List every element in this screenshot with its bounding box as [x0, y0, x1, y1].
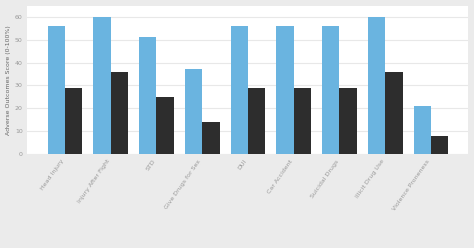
Bar	[339, 88, 357, 154]
Bar	[248, 88, 265, 154]
Bar	[65, 88, 82, 154]
Bar	[139, 37, 156, 154]
Bar	[276, 26, 294, 154]
Bar	[93, 17, 110, 154]
Bar	[47, 26, 65, 154]
Bar	[110, 72, 128, 154]
Bar	[185, 69, 202, 154]
Bar	[385, 72, 402, 154]
Bar	[294, 88, 311, 154]
Bar	[431, 135, 448, 154]
Bar	[156, 97, 174, 154]
Bar	[202, 122, 219, 154]
Y-axis label: Adverse Outcomes Score (0-100%): Adverse Outcomes Score (0-100%)	[6, 25, 10, 134]
Bar	[322, 26, 339, 154]
Bar	[230, 26, 248, 154]
Bar	[414, 106, 431, 154]
Bar	[368, 17, 385, 154]
